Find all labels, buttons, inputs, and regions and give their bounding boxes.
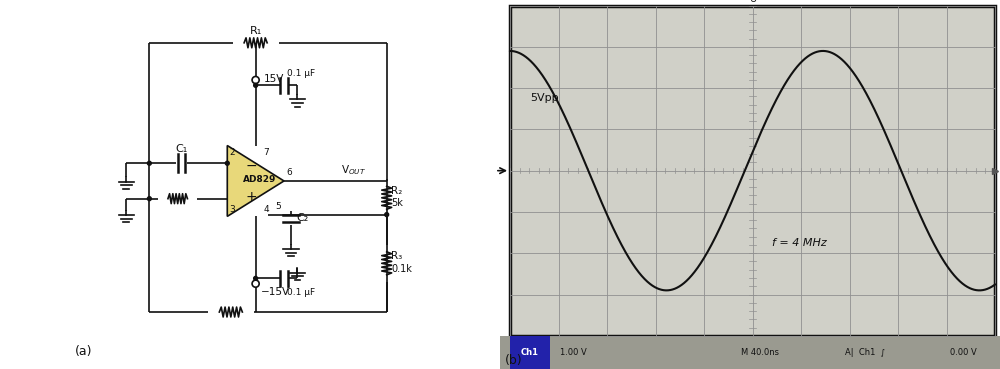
Text: 2: 2 bbox=[230, 148, 235, 157]
Text: 7: 7 bbox=[263, 148, 269, 157]
Circle shape bbox=[254, 83, 258, 87]
Text: Ü: Ü bbox=[749, 0, 756, 4]
Text: f = 4 MHz: f = 4 MHz bbox=[772, 238, 827, 248]
Circle shape bbox=[225, 161, 229, 165]
Text: 15V: 15V bbox=[263, 74, 284, 84]
Text: 0.1k: 0.1k bbox=[391, 263, 412, 274]
Text: 0.00 V: 0.00 V bbox=[950, 348, 977, 357]
Text: 1.00 V: 1.00 V bbox=[560, 348, 587, 357]
Bar bbox=[510, 336, 550, 369]
Text: R₃: R₃ bbox=[391, 251, 402, 261]
Text: Ch1: Ch1 bbox=[521, 348, 539, 357]
Text: C₂: C₂ bbox=[296, 213, 309, 223]
Text: R₁: R₁ bbox=[250, 27, 262, 37]
Text: +: + bbox=[246, 190, 257, 204]
Text: 4: 4 bbox=[263, 204, 269, 214]
Text: 5Vpp: 5Vpp bbox=[530, 93, 559, 103]
Text: A|  Ch1  ∫: A| Ch1 ∫ bbox=[845, 348, 885, 357]
Circle shape bbox=[254, 276, 258, 280]
Text: 0.1 μF: 0.1 μF bbox=[287, 69, 315, 78]
Text: 5k: 5k bbox=[391, 198, 403, 208]
Text: (a): (a) bbox=[75, 345, 92, 358]
Bar bbox=[510, 6, 995, 336]
Text: −: − bbox=[246, 158, 257, 172]
Polygon shape bbox=[227, 145, 284, 216]
Text: 6: 6 bbox=[286, 168, 292, 177]
Text: 0.1 μF: 0.1 μF bbox=[287, 287, 315, 297]
Text: (b): (b) bbox=[505, 354, 523, 367]
Text: AD829: AD829 bbox=[243, 175, 277, 184]
Circle shape bbox=[147, 161, 151, 165]
Text: 3: 3 bbox=[230, 205, 236, 214]
Text: M 40.0ns: M 40.0ns bbox=[741, 348, 779, 357]
Text: 5: 5 bbox=[275, 202, 281, 211]
Circle shape bbox=[147, 197, 151, 201]
Bar bbox=[500, 336, 1000, 369]
Text: C₁: C₁ bbox=[175, 144, 187, 154]
Text: R₂: R₂ bbox=[391, 186, 402, 196]
Text: −15V: −15V bbox=[261, 287, 290, 297]
Text: V$_{OUT}$: V$_{OUT}$ bbox=[341, 163, 366, 177]
Circle shape bbox=[385, 213, 389, 217]
